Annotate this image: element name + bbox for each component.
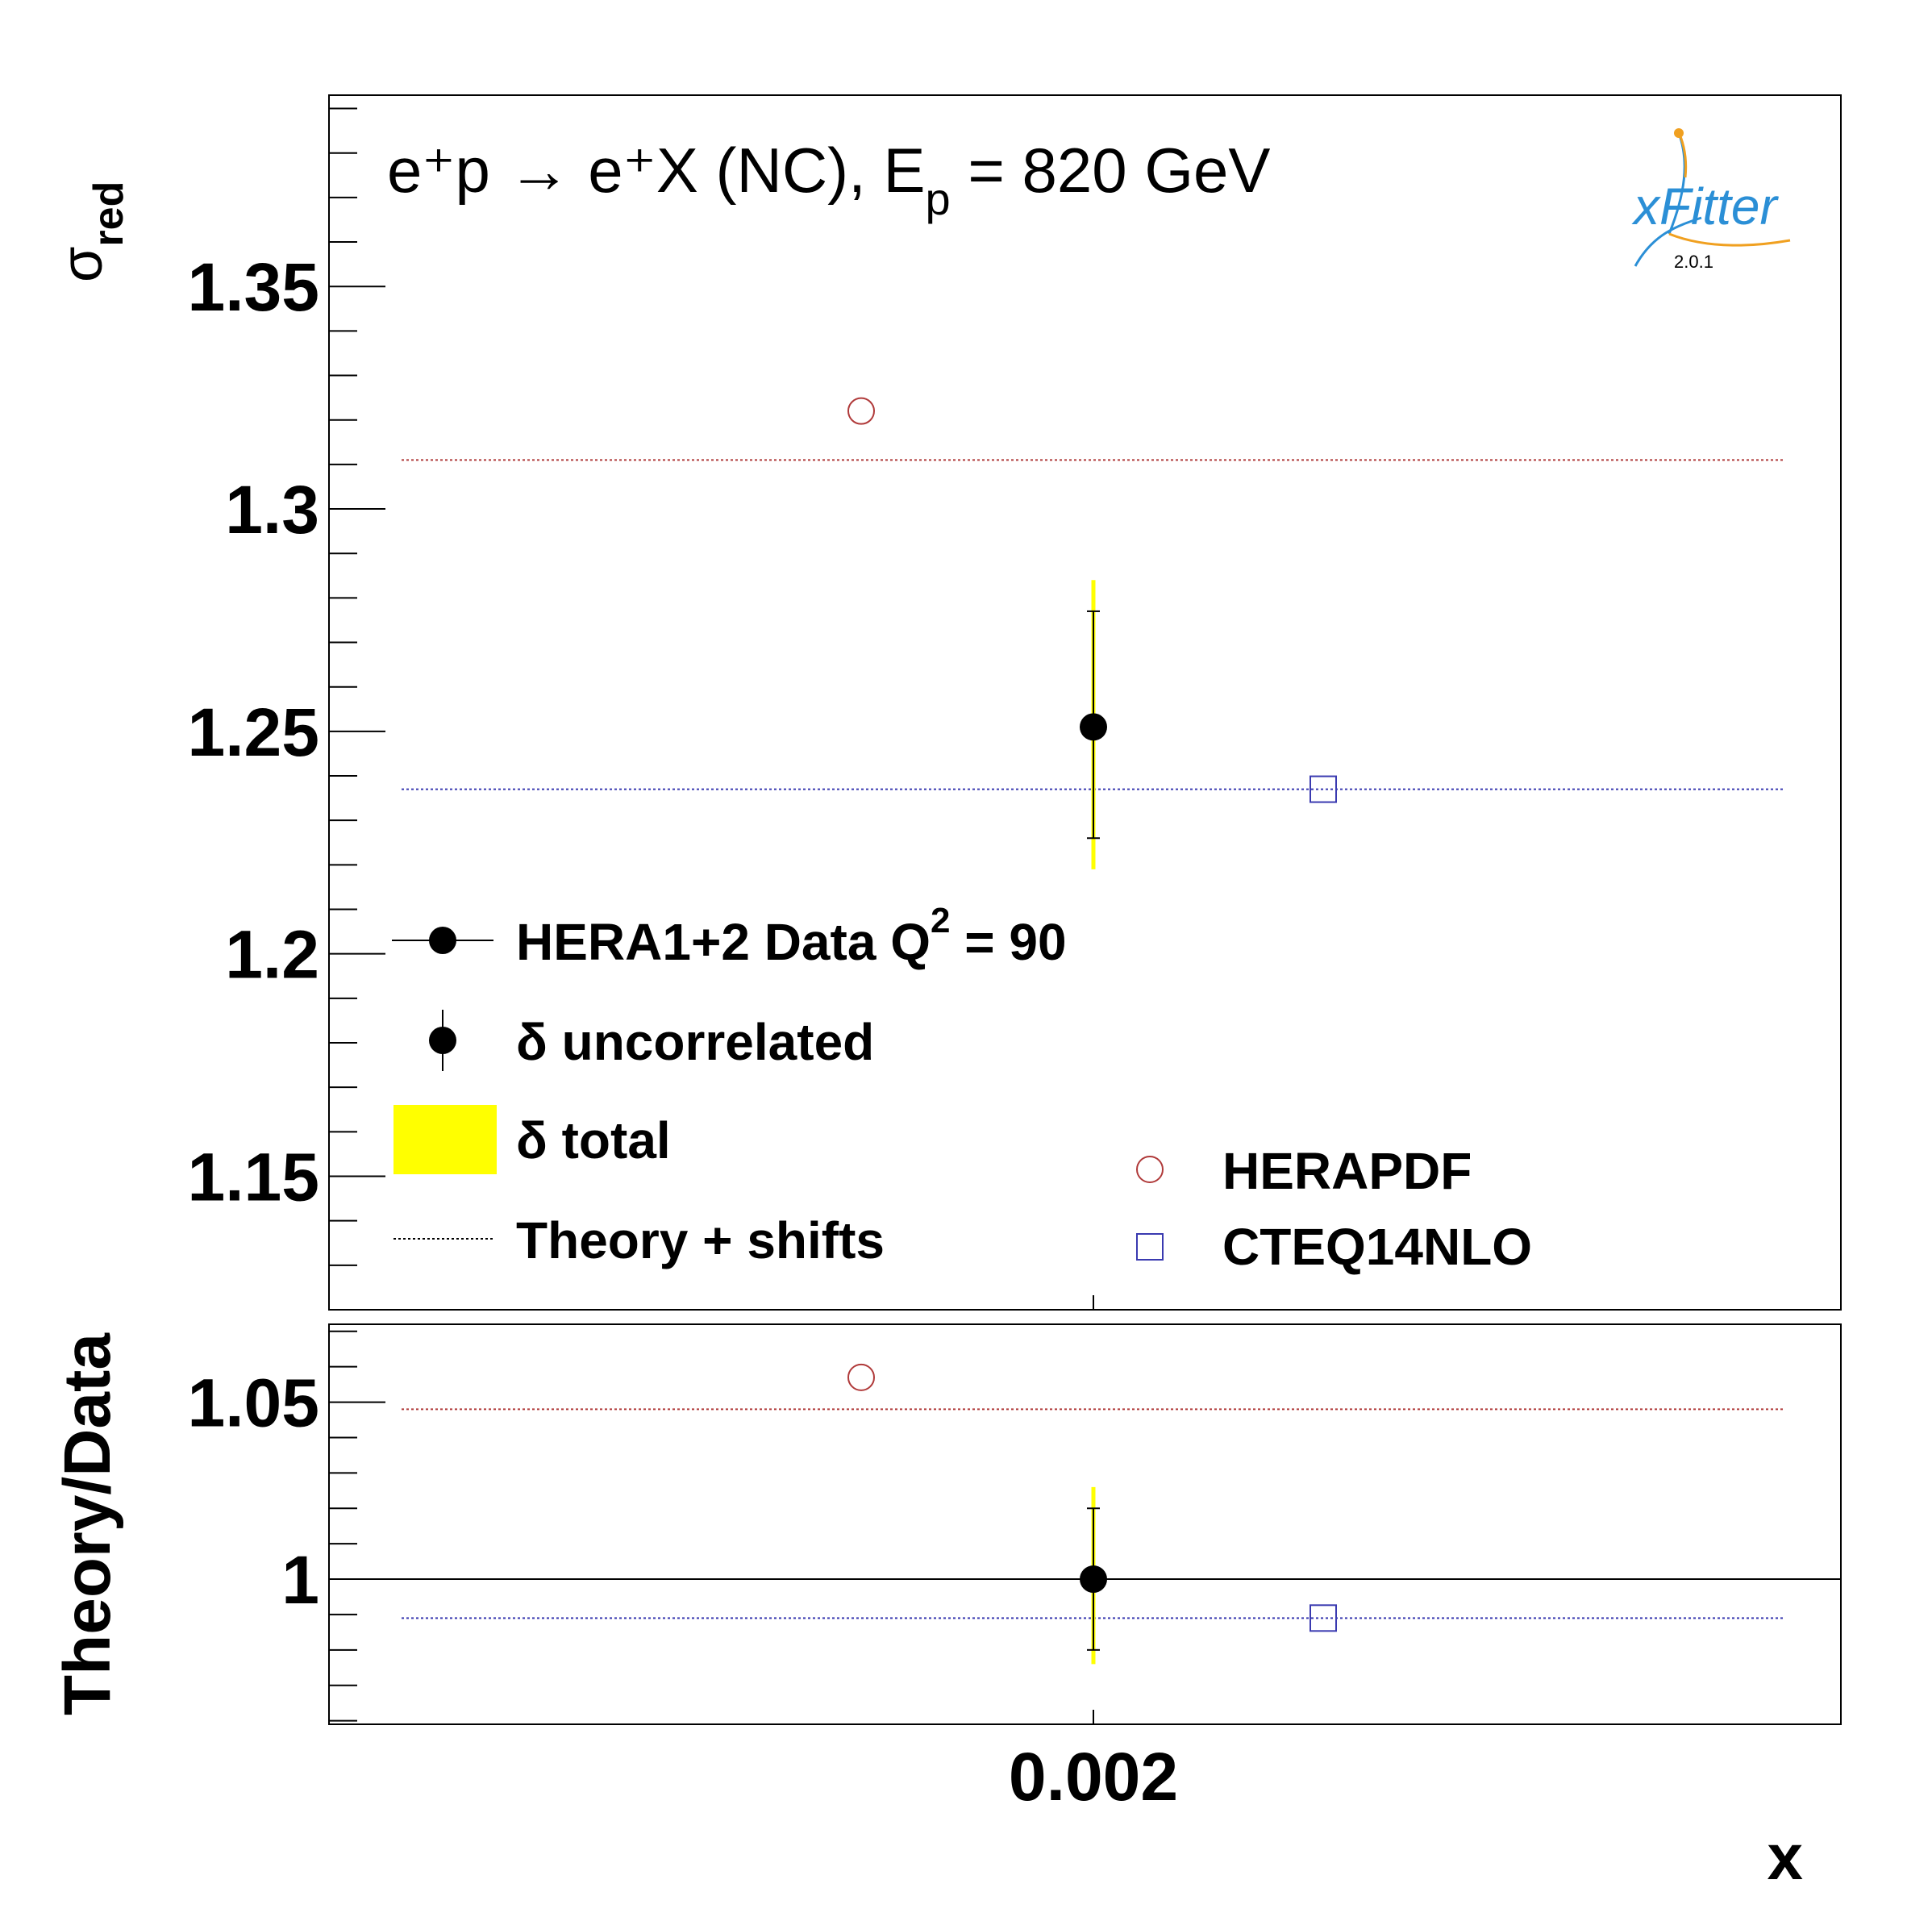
main-y-tick-label: 1.35 xyxy=(188,249,320,325)
main-herapdf-point xyxy=(847,397,875,425)
legend-uncorrelated-marker xyxy=(429,1027,456,1054)
ratio-panel-frame xyxy=(328,1323,1842,1725)
legend-total-swatch xyxy=(393,1105,497,1174)
ratio-y-axis-title: Theory/Data xyxy=(51,1332,124,1715)
legend-total-label: δ total xyxy=(516,1111,671,1169)
legend: HERA1+2 Data Q2 = 90 δ uncorrelated δ to… xyxy=(392,901,1532,1276)
legend-uncorrelated-label: δ uncorrelated xyxy=(516,1013,874,1071)
ylabel-subscript: red xyxy=(85,181,132,247)
svg-text:σred: σred xyxy=(50,181,132,282)
main-y-axis: 1.15 1.2 1.25 1.3 1.35 xyxy=(188,107,385,1311)
legend-herapdf-marker xyxy=(1136,1156,1164,1183)
main-cteq-point xyxy=(1310,775,1337,803)
legend-cteq-label: CTEQ14NLO xyxy=(1222,1218,1532,1276)
ratio-cteq-point xyxy=(1310,1604,1337,1632)
legend-data-marker xyxy=(429,927,456,954)
x-axis-label: x xyxy=(1768,1821,1804,1893)
logo-text: xFitter xyxy=(1631,177,1779,235)
main-plot-area xyxy=(402,397,1784,869)
main-panel-frame xyxy=(328,94,1842,1311)
ratio-y-axis: 11.05 xyxy=(188,1330,385,1722)
legend-theory-label: Theory + shifts xyxy=(516,1211,885,1269)
legend-herapdf-label: HERAPDF xyxy=(1222,1142,1472,1200)
legend-data-label: HERA1+2 Data Q2 = 90 xyxy=(516,901,1067,971)
ylabel-sigma: σ xyxy=(50,247,115,282)
main-y-tick-label: 1.25 xyxy=(188,694,320,770)
main-data-point xyxy=(1080,713,1107,741)
ratio-y-tick-label: 1.05 xyxy=(188,1365,320,1441)
main-y-tick-label: 1.3 xyxy=(225,472,319,548)
ratio-data-point xyxy=(1080,1565,1107,1594)
legend-cteq-marker xyxy=(1136,1233,1164,1261)
main-y-tick-label: 1.2 xyxy=(225,917,319,993)
ratio-herapdf-point xyxy=(847,1363,875,1391)
x-tick-label: 0.002 xyxy=(1009,1739,1178,1815)
main-y-tick-label: 1.15 xyxy=(188,1140,320,1215)
ratio-y-tick-label: 1 xyxy=(281,1542,319,1618)
header-subscript: p xyxy=(926,173,951,224)
legend-q2-value: = 90 xyxy=(950,913,1066,971)
logo-version: 2.0.1 xyxy=(1674,252,1713,272)
logo-dot xyxy=(1674,128,1684,138)
xfitter-logo: xFitter 2.0.1 xyxy=(1631,128,1791,272)
header-suffix: = 820 GeV xyxy=(951,135,1271,206)
legend-q2-exponent: 2 xyxy=(931,901,950,940)
ratio-plot-area xyxy=(329,1363,1841,1665)
main-y-axis-title: σred xyxy=(50,181,132,282)
chart-header: e⁺p → e⁺X (NC), Ep = 820 GeV xyxy=(387,135,1270,224)
